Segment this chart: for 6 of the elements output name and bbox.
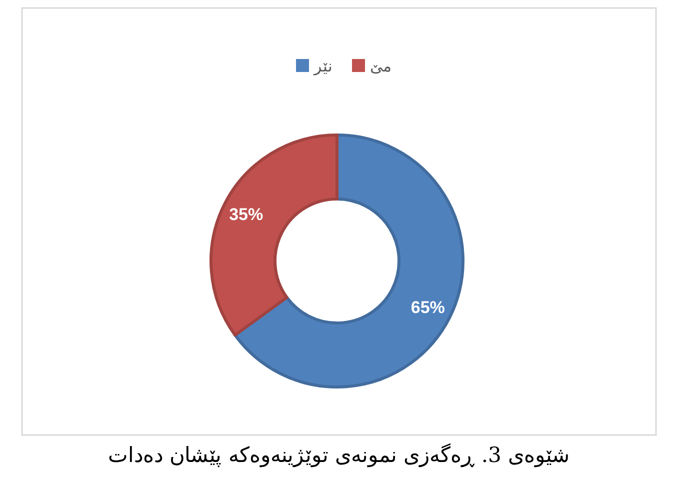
text: شێوەی 3. ڕەگەزی نمونەی توێژینەوەکە پێشان دەدات [108,443,570,468]
data-label: 65% [410,298,445,317]
donut-slice [210,134,338,337]
legend-label: مێ [370,56,392,76]
legend-label: نێر [313,56,332,76]
data-label: 35% [229,205,264,224]
